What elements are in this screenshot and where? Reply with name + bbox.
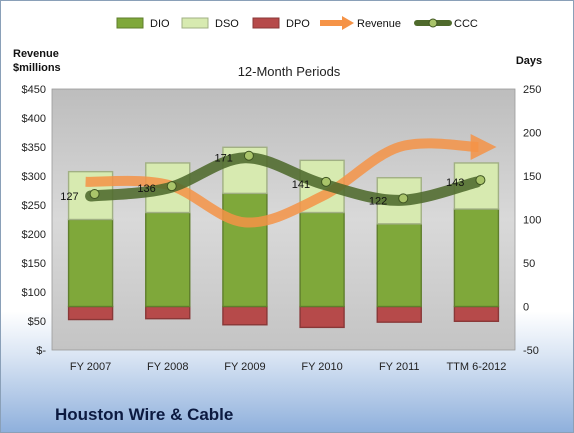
legend-label: DPO [286, 18, 310, 30]
dio-bar [145, 211, 191, 308]
right-tick-label: 50 [523, 258, 535, 270]
left-tick-label: $300 [22, 171, 46, 183]
category-label: TTM 6-2012 [446, 361, 506, 373]
dpo-bar [376, 305, 422, 323]
legend-swatch [116, 17, 144, 29]
left-tick-label: $450 [22, 84, 46, 96]
right-axis-ticks: -50 0 50 100 150 200 250 [523, 84, 541, 357]
ccc-data-label: 171 [215, 153, 233, 165]
left-tick-label: $50 [28, 316, 46, 328]
ccc-data-label: 143 [446, 177, 464, 189]
ccc-data-label: 127 [60, 191, 78, 203]
ccc-point [321, 176, 332, 187]
left-tick-label: $150 [22, 258, 46, 270]
legend-label: Revenue [357, 18, 401, 30]
category-label: FY 2007 [70, 361, 111, 373]
left-axis-title-line2: $millions [13, 62, 61, 74]
category-label: FY 2010 [301, 361, 342, 373]
ccc-point [475, 175, 486, 186]
left-tick-label: $400 [22, 113, 46, 125]
category-labels: FY 2007 FY 2008 FY 2009 FY 2010 FY 2011 TTM 6… [70, 361, 506, 373]
right-tick-label: 0 [523, 302, 529, 314]
ccc-data-label: 141 [292, 179, 310, 191]
dpo-bar [145, 305, 191, 320]
right-tick-label: 250 [523, 84, 541, 96]
ccc-point [89, 189, 100, 200]
ccc-point [166, 181, 177, 192]
legend-swatch [252, 17, 280, 29]
right-tick-label: -50 [523, 345, 539, 357]
legend-swatch [181, 17, 209, 29]
left-tick-label: $250 [22, 200, 46, 212]
right-tick-label: 200 [523, 128, 541, 140]
ccc-data-label: 136 [137, 183, 155, 195]
left-tick-label: $100 [22, 287, 46, 299]
dio-bar [67, 218, 114, 308]
dpo-bar [67, 305, 114, 321]
dio-bar [376, 223, 422, 308]
left-axis-ticks: $- $50 $100 $150 $200 $250 $300 $350 $400 $450 [22, 84, 47, 357]
right-axis-title: Days [516, 55, 542, 67]
dio-bar [222, 192, 268, 308]
left-axis-title-line1: Revenue [13, 48, 59, 60]
dio-bar [453, 208, 500, 308]
dpo-bar [299, 305, 345, 329]
company-name: Houston Wire & Cable [55, 405, 234, 424]
legend-label: DIO [150, 18, 170, 30]
left-tick-label: $350 [22, 142, 46, 154]
category-label: FY 2008 [147, 361, 188, 373]
right-tick-label: 100 [523, 215, 541, 227]
revenue-line [85, 133, 497, 228]
legend-swatch [428, 18, 438, 28]
ccc-point [398, 193, 409, 204]
dpo-bar [222, 305, 268, 326]
category-label: FY 2009 [224, 361, 265, 373]
dpo-bar [453, 305, 500, 322]
lines: 127 136 171 141 122 143 [60, 133, 497, 228]
legend-label: DSO [215, 18, 239, 30]
bars [67, 146, 500, 329]
ccc-point [243, 150, 254, 161]
category-label: FY 2011 [379, 361, 420, 373]
legend-label: CCC [454, 18, 478, 30]
right-tick-label: 150 [523, 171, 541, 183]
left-tick-label: $- [36, 345, 46, 357]
legend-swatch [342, 16, 354, 30]
legend: DIO DSO DPO Revenue CCC [116, 16, 478, 30]
dio-bar [299, 211, 345, 308]
left-tick-label: $200 [22, 229, 46, 241]
ccc-data-label: 122 [369, 195, 387, 207]
chart-title: 12-Month Periods [238, 64, 341, 79]
